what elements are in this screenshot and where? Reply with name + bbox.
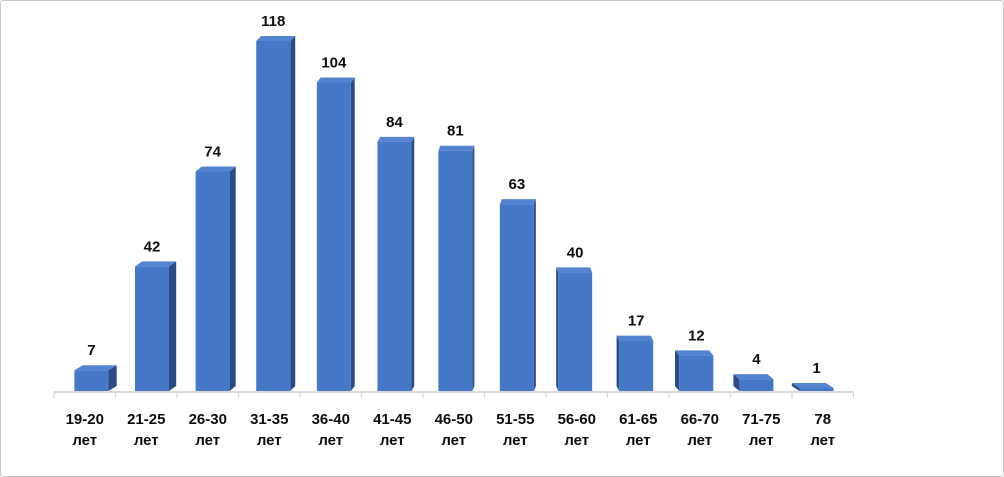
bar-side-face	[791, 383, 800, 391]
bar-71-75	[733, 374, 774, 391]
bar-side-face	[472, 145, 475, 391]
bar-value-label: 84	[386, 114, 403, 131]
bar-value-label: 74	[204, 144, 221, 161]
x-axis-category-unit: лет	[749, 432, 774, 449]
x-axis-category-unit: лет	[626, 432, 651, 449]
bar-top-face	[791, 383, 834, 389]
x-axis-category-label: 31-35	[250, 411, 288, 428]
bar-front-face	[739, 379, 774, 391]
bar-top-face	[438, 145, 475, 151]
bar-top-face	[74, 365, 117, 371]
x-axis-category-unit: лет	[257, 432, 282, 449]
bar-value-label: 104	[321, 55, 347, 72]
bar-value-label: 4	[752, 351, 761, 368]
bar-top-face	[616, 335, 654, 341]
bar-front-face	[438, 150, 473, 391]
bar-value-label: 1	[812, 360, 820, 377]
bar-top-face	[135, 261, 177, 267]
bar-78	[791, 383, 834, 391]
x-axis-category-label: 71-75	[742, 411, 780, 428]
bar-front-face	[195, 171, 230, 391]
bar-value-label: 40	[567, 244, 584, 261]
bar-side-face	[675, 350, 680, 391]
x-axis-category-unit: лет	[564, 432, 589, 449]
bar-41-45	[377, 136, 415, 391]
bar-front-face	[256, 41, 291, 391]
bar-19-20	[74, 365, 117, 391]
bar-value-label: 7	[87, 342, 95, 359]
bar-21-25	[135, 261, 177, 391]
bar-value-label: 12	[688, 327, 705, 344]
bar-51-55	[499, 199, 536, 391]
bar-value-label: 17	[628, 313, 645, 330]
bar-top-face	[316, 77, 355, 83]
bar-top-face	[733, 374, 774, 380]
bar-61-65	[616, 335, 654, 391]
x-axis-category-label: 51-55	[496, 411, 534, 428]
x-axis-category-label: 21-25	[127, 411, 165, 428]
x-axis-category-unit: лет	[380, 432, 405, 449]
bar-side-face	[616, 335, 620, 391]
x-axis-category-label: 41-45	[373, 411, 411, 428]
bar-31-35	[256, 36, 296, 391]
bar-66-70	[675, 350, 714, 391]
x-axis-category-unit: лет	[503, 432, 528, 449]
x-axis-category-label: 66-70	[681, 411, 719, 428]
bar-front-face	[377, 141, 412, 391]
x-axis-category-label: 46-50	[435, 411, 473, 428]
bar-side-face	[533, 199, 536, 391]
bar-56-60	[556, 267, 593, 391]
x-axis-category-unit: лет	[72, 432, 97, 449]
x-axis-category-label: 61-65	[619, 411, 657, 428]
bar-side-face	[229, 166, 236, 391]
bar-46-50	[438, 145, 475, 391]
bar-value-label: 118	[261, 13, 285, 30]
bar-top-face	[499, 199, 536, 205]
x-axis-category-unit: лет	[687, 432, 712, 449]
x-axis-category-label: 56-60	[558, 411, 596, 428]
x-axis-category-unit: лет	[441, 432, 466, 449]
bar-front-face	[558, 272, 593, 391]
bar-side-face	[108, 365, 117, 391]
bar-front-face	[799, 388, 834, 391]
bar-top-face	[195, 166, 236, 172]
bar-side-face	[169, 261, 177, 391]
bar-front-face	[316, 82, 351, 391]
bar-value-label: 81	[447, 123, 464, 140]
bar-26-30	[195, 166, 236, 391]
x-axis-category-label: 78	[814, 411, 831, 428]
bar-value-label: 63	[509, 176, 526, 193]
bar-value-label: 42	[144, 238, 161, 255]
bar-front-face	[135, 266, 170, 391]
bar-top-face	[675, 350, 714, 356]
bar-top-face	[377, 136, 415, 142]
bar-front-face	[619, 340, 654, 391]
bar-front-face	[679, 355, 714, 391]
bar-top-face	[256, 36, 296, 41]
x-axis-category-label: 19-20	[66, 411, 104, 428]
x-axis-category-unit: лет	[134, 432, 159, 449]
x-axis-category-unit: лет	[810, 432, 835, 449]
bar-side-face	[733, 374, 740, 391]
x-axis-category-label: 26-30	[189, 411, 227, 428]
bar-36-40	[316, 77, 355, 391]
bar-front-face	[499, 204, 534, 391]
bar-side-face	[290, 36, 296, 391]
bar-side-face	[350, 77, 355, 391]
x-axis-category-unit: лет	[195, 432, 220, 449]
bar-side-face	[411, 136, 415, 391]
bar-front-face	[74, 370, 109, 391]
bar-top-face	[556, 267, 593, 273]
x-axis-category-unit: лет	[318, 432, 343, 449]
x-axis-category-label: 36-40	[312, 411, 350, 428]
bar-side-face	[556, 267, 559, 391]
